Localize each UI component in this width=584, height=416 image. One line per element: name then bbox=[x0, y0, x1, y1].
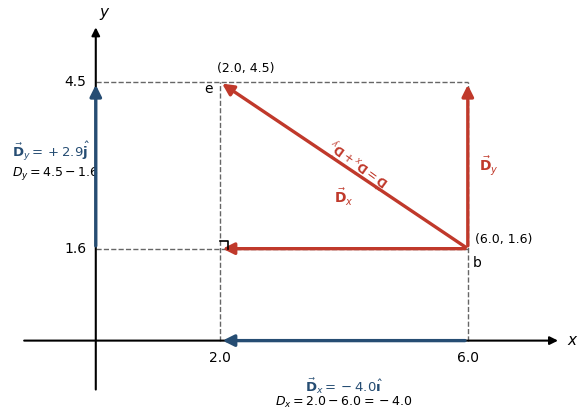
Text: $\vec{\mathbf{D}}_x$: $\vec{\mathbf{D}}_x$ bbox=[334, 188, 353, 208]
Text: 1.6: 1.6 bbox=[64, 242, 86, 256]
Text: b: b bbox=[473, 255, 482, 270]
Text: e: e bbox=[204, 82, 213, 96]
Text: $\vec{\mathbf{D}}_x = -4.0\hat{\mathbf{\imath}}$: $\vec{\mathbf{D}}_x = -4.0\hat{\mathbf{\… bbox=[305, 376, 383, 396]
Text: $y$: $y$ bbox=[99, 6, 110, 22]
Text: (2.0, 4.5): (2.0, 4.5) bbox=[217, 62, 274, 75]
Text: $D_y = 4.5 - 1.6$: $D_y = 4.5 - 1.6$ bbox=[12, 166, 99, 183]
Text: $x$: $x$ bbox=[567, 333, 579, 348]
Text: 4.5: 4.5 bbox=[65, 75, 86, 89]
Text: $\vec{\mathbf{D}} = \vec{\mathbf{D}}_x + \vec{\mathbf{D}}_y$: $\vec{\mathbf{D}} = \vec{\mathbf{D}}_x +… bbox=[325, 133, 394, 192]
Text: $D_x = 2.0 - 6.0 = -4.0$: $D_x = 2.0 - 6.0 = -4.0$ bbox=[275, 395, 412, 410]
Text: (6.0, 1.6): (6.0, 1.6) bbox=[475, 233, 533, 246]
Text: $\vec{\mathbf{D}}_y$: $\vec{\mathbf{D}}_y$ bbox=[479, 154, 499, 177]
Text: $\vec{\mathbf{D}}_y = +2.9\hat{\mathbf{j}}$: $\vec{\mathbf{D}}_y = +2.9\hat{\mathbf{j… bbox=[12, 139, 90, 163]
Text: 6.0: 6.0 bbox=[457, 351, 479, 365]
Text: 2.0: 2.0 bbox=[209, 351, 231, 365]
